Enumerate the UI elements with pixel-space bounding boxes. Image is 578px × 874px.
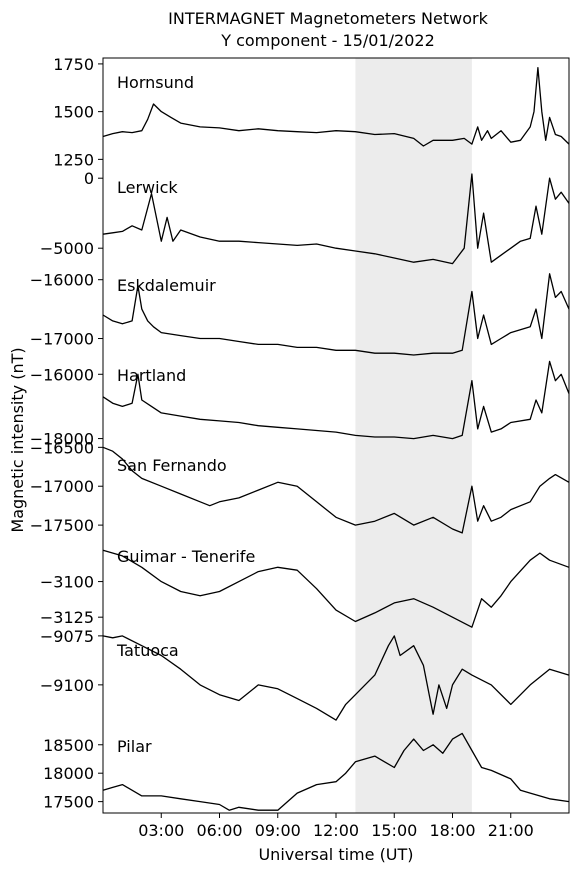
panel-label-eskdalemuir: Eskdalemuir [117, 276, 216, 295]
series-line-eskdalemuir [102, 273, 570, 356]
y-tick-label: −17500 [30, 516, 94, 535]
x-ticks-group: 03:00 06:00 09:00 12:00 15:00 18:00 21:00 [138, 813, 534, 840]
y-tick-label: 18000 [43, 764, 94, 783]
panel-label-hornsund: Hornsund [117, 73, 194, 92]
series-line-hartland [102, 360, 570, 440]
x-tick-label: 03:00 [138, 821, 184, 840]
x-tick-label: 12:00 [313, 821, 359, 840]
x-tick-label: 15:00 [371, 821, 417, 840]
y-tick-label: 17500 [43, 793, 94, 812]
panel-label-san-fernando: San Fernando [117, 456, 227, 475]
y-tick-label: −17000 [30, 330, 94, 349]
y-tick-label: −18000 [30, 430, 94, 449]
y-tick-label: −17000 [30, 477, 94, 496]
y-tick-label: −16000 [30, 365, 94, 384]
x-tick-label: 18:00 [429, 821, 475, 840]
chart-title-line2: Y component - 15/01/2022 [220, 31, 435, 50]
y-tick-label: −9100 [40, 676, 94, 695]
y-tick-label: −16500 [30, 438, 94, 457]
x-tick-label: 09:00 [255, 821, 301, 840]
series-line-tatuoca [102, 635, 570, 721]
panel-label-hartland: Hartland [117, 366, 186, 385]
y-tick-label: −5000 [40, 239, 94, 258]
series-line-san-fernando [102, 446, 570, 534]
y-tick-label: 18500 [43, 736, 94, 755]
y-tick-label: 1500 [53, 103, 94, 122]
y-tick-label: −3125 [40, 608, 94, 627]
series-line-pilar [102, 732, 570, 811]
y-axis-label: Magnetic intensity (nT) [8, 347, 27, 532]
y-tick-label: −16000 [30, 271, 94, 290]
x-tick-label: 21:00 [488, 821, 534, 840]
y-tick-label: −3100 [40, 573, 94, 592]
y-tick-label: 1750 [53, 55, 94, 74]
chart-title-line1: INTERMAGNET Magnetometers Network [168, 9, 488, 28]
series-line-hornsund [102, 67, 570, 147]
plot-frame [102, 57, 570, 814]
x-axis-label: Universal time (UT) [258, 845, 413, 864]
panel-label-lerwick: Lerwick [117, 178, 178, 197]
panel-label-pilar: Pilar [117, 737, 152, 756]
series-line-guimar-tenerife [102, 549, 570, 628]
panel-label-guimar-tenerife: Guimar - Tenerife [117, 547, 255, 566]
x-tick-label: 06:00 [196, 821, 242, 840]
y-tick-label: 0 [84, 169, 94, 188]
event-shaded-interval [355, 58, 472, 813]
panels-group: Hornsund Lerwick Eskdalemuir Hartland San Fe… [102, 67, 570, 811]
series-line-lerwick [102, 173, 570, 265]
panel-label-tatuoca: Tatuoca [116, 641, 179, 660]
y-tick-label: −9075 [40, 627, 94, 646]
y-tick-label: 1250 [53, 150, 94, 169]
